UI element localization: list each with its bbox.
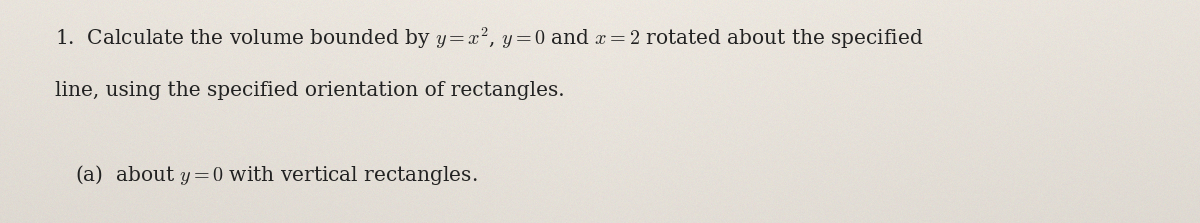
Text: 1.  Calculate the volume bounded by $y = x^2$, $y = 0$ and $x = 2$ rotated about: 1. Calculate the volume bounded by $y = … (55, 25, 923, 51)
Text: line, using the specified orientation of rectangles.: line, using the specified orientation of… (55, 81, 565, 99)
Text: (a)  about $y = 0$ with vertical rectangles.: (a) about $y = 0$ with vertical rectangl… (74, 163, 478, 187)
